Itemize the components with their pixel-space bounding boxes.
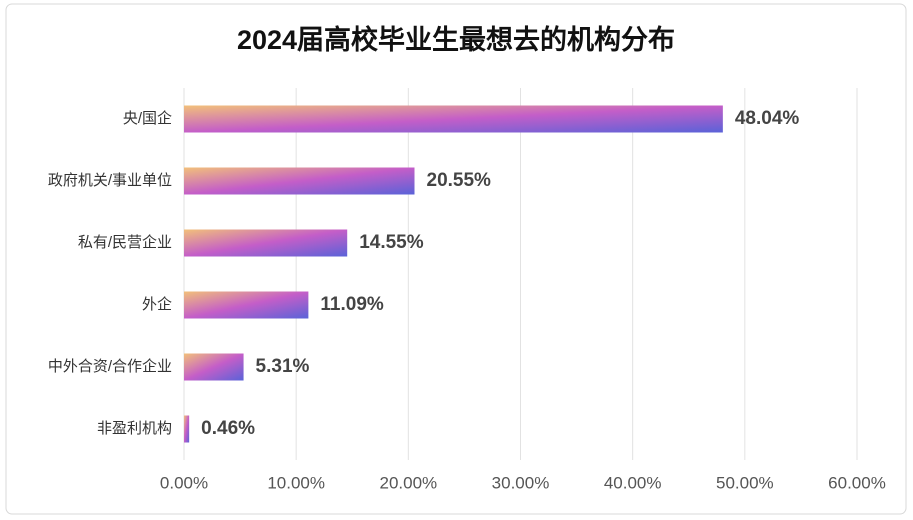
chart-frame [5,3,907,515]
category-label: 央/国企 [123,109,172,127]
bar [184,353,244,381]
category-label: 政府机关/事业单位 [48,172,172,189]
bar [184,167,415,195]
value-label: 11.09% [320,294,383,315]
value-label: 5.31% [256,356,310,377]
x-tick-label: 10.00% [267,473,325,492]
x-tick-label: 40.00% [604,473,662,492]
x-tick-label: 30.00% [492,473,550,492]
x-tick-label: 60.00% [828,473,886,492]
x-tick-label: 0.00% [160,473,208,492]
bar [184,291,309,319]
bar [184,229,348,257]
category-label: 私有/民营企业 [78,233,172,251]
value-label: 20.55% [427,170,492,191]
category-label: 中外合资/合作企业 [48,357,172,375]
value-label: 48.04% [735,108,800,129]
value-label: 0.46% [201,418,255,439]
category-label: 外企 [142,295,172,313]
category-label: 非盈利机构 [97,420,172,437]
chart-title: 2024届高校毕业生最想去的机构分布 [237,24,675,55]
x-tick-label: 50.00% [716,473,774,492]
x-tick-label: 20.00% [379,473,437,492]
value-label: 14.55% [359,232,424,253]
bar [184,415,190,443]
bar [184,105,723,133]
